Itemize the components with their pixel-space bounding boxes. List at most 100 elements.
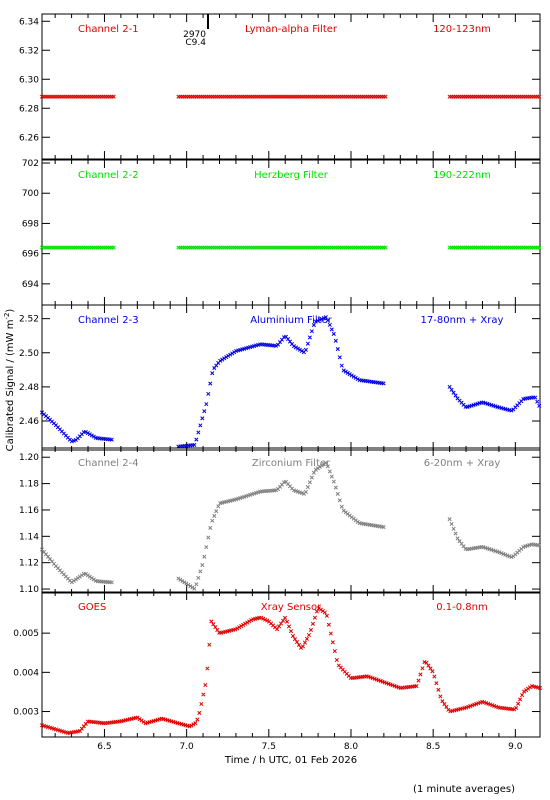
data-point	[204, 402, 209, 407]
data-point	[424, 660, 429, 665]
data-point	[203, 682, 208, 688]
y-axis-title-main: Calibrated Signal / (mW m	[5, 320, 16, 452]
data-point	[182, 580, 187, 585]
x-tick-label: 9.0	[508, 742, 523, 752]
data-point	[235, 626, 240, 631]
data-point	[190, 585, 195, 590]
data-point	[383, 245, 388, 250]
data-point	[87, 432, 92, 437]
data-point	[420, 666, 425, 671]
data-point	[196, 430, 201, 435]
panel-label: 17-80nm + Xray	[421, 315, 504, 326]
data-point	[278, 621, 284, 626]
y-tick-label: 698	[22, 219, 39, 229]
data-point	[533, 395, 538, 400]
data-point	[243, 621, 248, 626]
data-point	[224, 355, 229, 360]
data-point	[280, 618, 286, 623]
data-series	[39, 315, 542, 449]
panel-4: 1.10 1.12 1.14 1.16 1.18 1.20 Channel 2-4 Zirco…	[19, 447, 542, 595]
y-tick-label: 702	[22, 159, 39, 169]
data-point	[194, 582, 199, 587]
panel-label: Lyman-alpha Filter	[245, 24, 338, 35]
data-point	[416, 678, 421, 683]
data-point	[418, 672, 423, 677]
x-tick-label: 8.0	[344, 742, 359, 752]
data-point	[323, 315, 328, 320]
data-point	[455, 536, 460, 541]
data-point	[453, 393, 458, 398]
data-point	[286, 624, 292, 629]
data-series	[39, 94, 542, 99]
data-point	[239, 624, 244, 629]
data-point	[381, 524, 386, 530]
data-point	[202, 554, 207, 559]
y-tick-label: 1.20	[19, 453, 39, 463]
data-point	[282, 615, 288, 620]
data-point	[205, 666, 210, 671]
data-point	[207, 642, 212, 647]
panel-label: Channel 2-3	[78, 315, 139, 326]
data-point	[333, 485, 338, 490]
flare-class: C9.4	[185, 38, 206, 48]
data-point	[537, 245, 542, 250]
panel-5: 0.003 0.004 0.005 6.5 7.0 7.5 8.0 8.5 9.0 GOES Xra…	[13, 591, 543, 752]
panel-label: Channel 2-2	[78, 170, 139, 181]
data-point	[440, 699, 445, 704]
data-point	[192, 586, 197, 591]
y-tick-label: 1.14	[19, 532, 39, 542]
data-point	[516, 701, 521, 706]
y-tick-label: 694	[22, 280, 39, 290]
data-point	[314, 609, 319, 614]
data-point	[527, 685, 533, 690]
y-tick-label: 6.34	[19, 17, 39, 27]
data-point	[447, 384, 452, 389]
data-point	[325, 464, 330, 469]
y-tick-label: 0.003	[13, 708, 39, 718]
data-series	[39, 245, 542, 250]
data-point	[215, 627, 220, 633]
data-point	[323, 460, 328, 465]
panel-label: 190-222nm	[433, 170, 491, 181]
data-point	[212, 513, 217, 519]
data-point	[537, 685, 543, 691]
data-point	[216, 504, 221, 509]
data-point	[204, 545, 209, 550]
data-point	[343, 369, 348, 374]
data-point	[297, 347, 302, 352]
data-point	[328, 631, 333, 636]
y-tick-label: 1.18	[19, 480, 39, 490]
data-point	[208, 381, 213, 386]
y-tick-label: 6.26	[19, 133, 39, 143]
data-point	[291, 344, 297, 349]
data-point	[188, 584, 193, 589]
data-point	[312, 615, 317, 620]
data-point	[327, 469, 332, 474]
data-point	[230, 351, 235, 356]
y-tick-label: 0.005	[13, 629, 39, 639]
data-point	[299, 348, 304, 354]
data-point	[213, 625, 218, 630]
data-point	[355, 377, 360, 382]
y-tick-label: 696	[22, 250, 39, 260]
data-point	[451, 526, 456, 531]
data-point	[189, 723, 194, 728]
y-tick-label: 6.30	[19, 75, 39, 85]
data-point	[295, 346, 300, 351]
data-point	[447, 517, 452, 522]
data-point	[222, 356, 227, 361]
y-tick-label: 1.16	[19, 506, 39, 516]
data-point	[414, 684, 419, 689]
data-point	[332, 649, 337, 654]
data-point	[305, 485, 310, 490]
data-point	[305, 341, 310, 346]
data-point	[300, 644, 306, 649]
data-point	[290, 633, 296, 638]
data-point	[275, 627, 280, 632]
data-point	[509, 408, 514, 413]
x-tick-label: 7.5	[262, 742, 276, 752]
panel-label: 6-20nm + Xray	[424, 458, 501, 469]
data-point	[442, 702, 447, 707]
data-point	[198, 569, 203, 574]
data-point	[194, 437, 199, 442]
